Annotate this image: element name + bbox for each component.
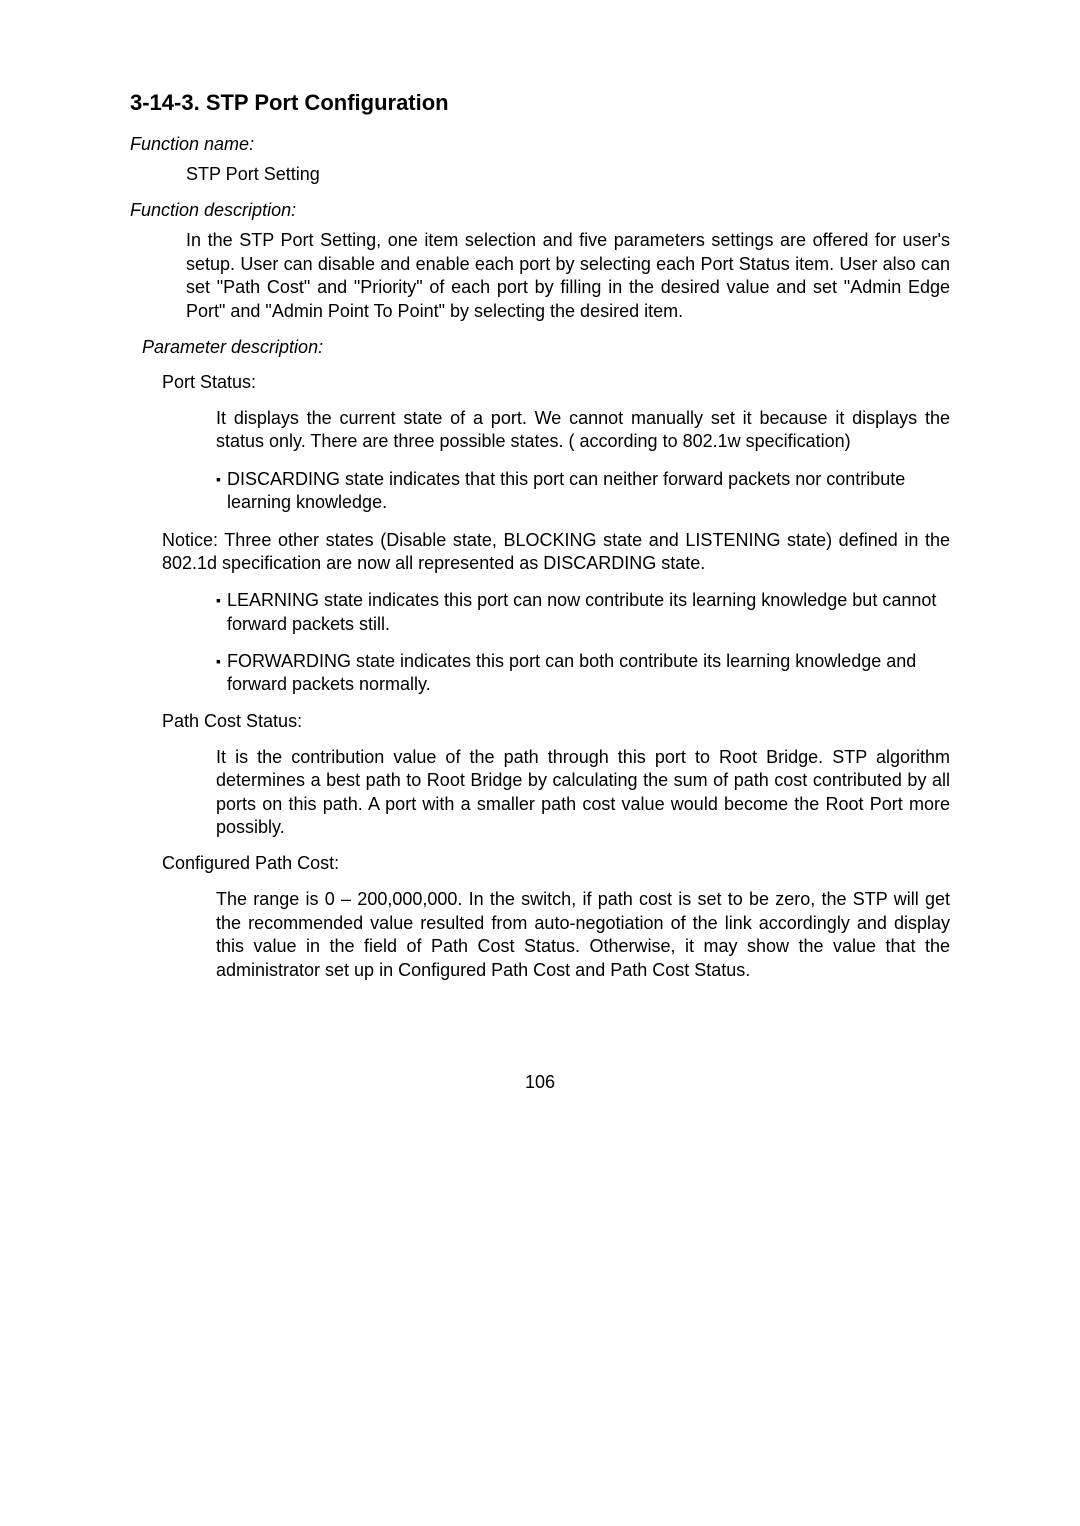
bullet-text: FORWARDING state indicates this port can… [227, 650, 950, 697]
port-status-text: It displays the current state of a port.… [216, 407, 950, 454]
section-heading: 3-14-3. STP Port Configuration [130, 90, 950, 116]
function-name-label: Function name: [130, 134, 950, 155]
bullet-learning: ▪ LEARNING state indicates this port can… [216, 589, 950, 636]
function-description-text: In the STP Port Setting, one item select… [186, 229, 950, 323]
path-cost-status-label: Path Cost Status: [162, 711, 950, 732]
page-number: 106 [130, 1072, 950, 1093]
configured-path-cost-label: Configured Path Cost: [162, 853, 950, 874]
bullet-text: DISCARDING state indicates that this por… [227, 468, 950, 515]
notice-text: Notice: Three other states (Disable stat… [162, 529, 950, 576]
port-status-label: Port Status: [162, 372, 950, 393]
bullet-dot-icon: ▪ [216, 589, 227, 636]
page-content: 3-14-3. STP Port Configuration Function … [0, 0, 1080, 1153]
path-cost-status-text: It is the contribution value of the path… [216, 746, 950, 840]
function-description-label: Function description: [130, 200, 950, 221]
function-name-value: STP Port Setting [186, 163, 950, 186]
bullet-dot-icon: ▪ [216, 468, 227, 515]
bullet-dot-icon: ▪ [216, 650, 227, 697]
bullet-forwarding: ▪ FORWARDING state indicates this port c… [216, 650, 950, 697]
bullet-discarding: ▪ DISCARDING state indicates that this p… [216, 468, 950, 515]
bullet-text: LEARNING state indicates this port can n… [227, 589, 950, 636]
parameter-description-label: Parameter description: [142, 337, 950, 358]
configured-path-cost-text: The range is 0 – 200,000,000. In the swi… [216, 888, 950, 982]
